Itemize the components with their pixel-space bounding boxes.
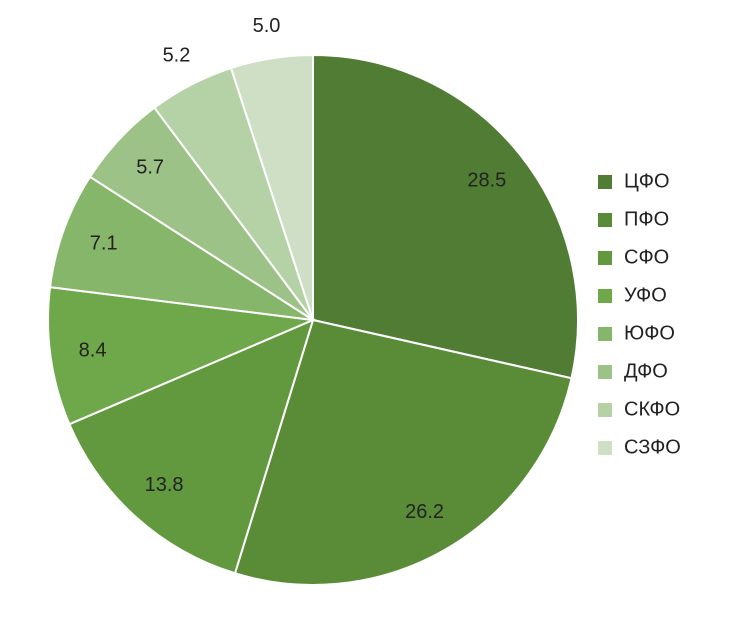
- legend-label: СКФО: [624, 398, 680, 420]
- pie-slice: [47, 286, 317, 426]
- legend-label: ПФО: [624, 208, 669, 230]
- legend-swatch: [598, 327, 612, 341]
- legend-label: ЦФО: [624, 170, 670, 192]
- pie-slice: [312, 53, 579, 380]
- legend-label: СЗФО: [624, 436, 681, 458]
- data-label: 5.0: [253, 15, 281, 37]
- data-label: 5.7: [136, 157, 164, 179]
- legend-swatch: [598, 441, 612, 455]
- legend-label: СФО: [624, 246, 669, 268]
- pie-slice: [68, 318, 315, 575]
- data-label: 28.5: [467, 169, 506, 191]
- pie-slice: [48, 175, 314, 321]
- data-label: 26.2: [405, 501, 444, 523]
- legend-swatch: [598, 289, 612, 303]
- legend-swatch: [598, 403, 612, 417]
- legend-label: УФО: [624, 284, 667, 306]
- pie-slice: [233, 318, 573, 586]
- legend-swatch: [598, 251, 612, 265]
- legend-swatch: [598, 175, 612, 189]
- legend-swatch: [598, 365, 612, 379]
- data-label: 5.2: [163, 45, 191, 67]
- legend-label: ДФО: [624, 360, 668, 382]
- pie-slice: [229, 53, 314, 321]
- data-label: 13.8: [145, 474, 184, 496]
- legend-label: ЮФО: [624, 322, 675, 344]
- legend-swatch: [598, 213, 612, 227]
- data-label: 7.1: [90, 232, 118, 254]
- data-label: 8.4: [79, 339, 107, 361]
